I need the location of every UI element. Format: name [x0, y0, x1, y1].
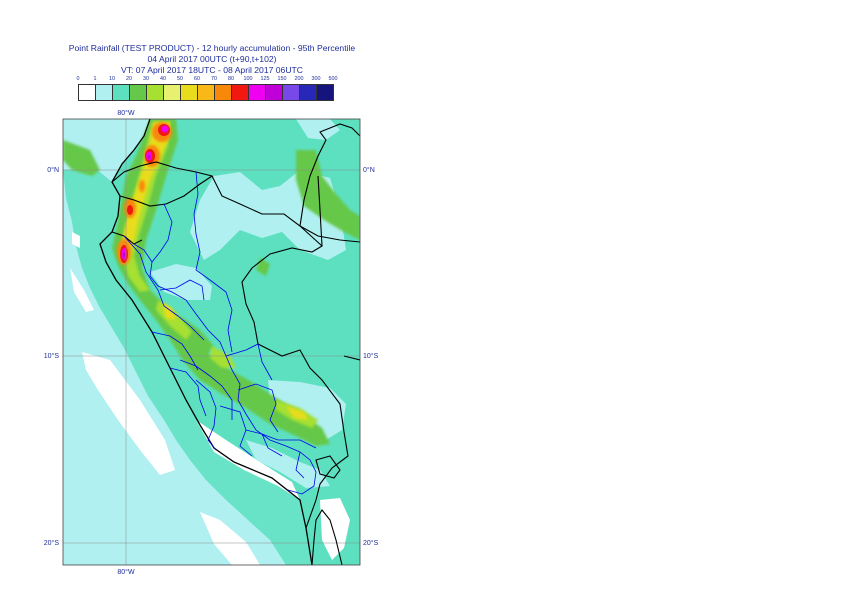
extreme-rain-cells: [121, 125, 169, 260]
map-frame: [62, 118, 361, 566]
legend-label: 200: [294, 76, 304, 82]
legend-label: 125: [260, 76, 270, 82]
legend-label: 100: [243, 76, 253, 82]
legend-label: 50: [177, 76, 183, 82]
lat-label-left: 10°S: [44, 352, 60, 360]
lat-label-right: 10°S: [363, 352, 379, 360]
legend-label: 500: [328, 76, 338, 82]
color-legend: [78, 84, 334, 101]
lat-label-right: 0°N: [363, 166, 375, 174]
lat-label-left: 0°N: [47, 166, 59, 174]
legend-label: 150: [277, 76, 287, 82]
legend-label: 10: [109, 76, 115, 82]
coastline: [99, 119, 313, 565]
lon-label-bottom: 80°W: [117, 568, 135, 576]
map-title: Point Rainfall (TEST PRODUCT) - 12 hourl…: [68, 43, 356, 53]
validity-time: VT: 07 April 2017 18UTC - 08 April 2017 …: [121, 65, 303, 75]
legend-label: 80: [228, 76, 234, 82]
national-borders: [111, 123, 360, 565]
legend-label: 20: [126, 76, 132, 82]
legend-label: 30: [143, 76, 149, 82]
lat-label-right: 20°S: [363, 539, 379, 547]
lat-label-left: 20°S: [44, 539, 60, 547]
graticule: [63, 119, 360, 565]
legend-label: 1: [93, 76, 97, 82]
legend-labels: 0 1 10 20 30 40 50 60 70 80 100 125 150 200 300 500: [0, 76, 424, 84]
legend-label: 40: [160, 76, 166, 82]
moderate-rain-band: [63, 119, 360, 446]
legend-label: 300: [311, 76, 321, 82]
coastal-drizzle: [63, 168, 312, 565]
legend-label: 70: [211, 76, 217, 82]
forecast-base-time: 04 April 2017 00UTC (t+90,t+102): [147, 54, 277, 64]
legend-label: 0: [76, 76, 80, 82]
lon-label-top: 80°W: [117, 109, 135, 117]
dry-ocean-zones: [70, 232, 260, 565]
legend-label: 60: [194, 76, 200, 82]
admin-boundaries: [123, 171, 317, 495]
legend-swatch: [316, 84, 334, 101]
